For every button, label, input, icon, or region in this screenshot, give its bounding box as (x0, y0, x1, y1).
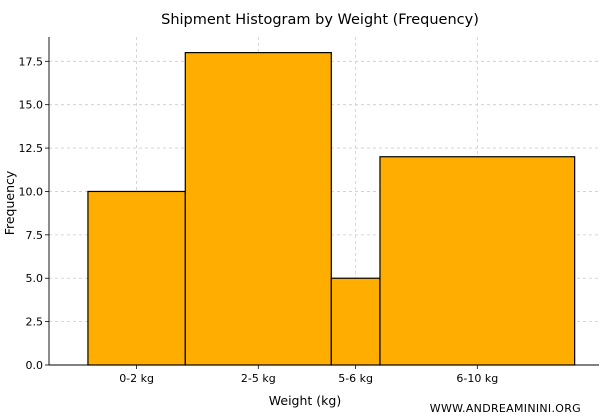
x-ticks: 0-2 kg 2-5 kg 5-6 kg 6-10 kg (119, 365, 498, 385)
x-tick-label: 6-10 kg (456, 372, 498, 385)
x-axis-label: Weight (kg) (269, 393, 341, 408)
bar-0-2-kg (87, 190, 186, 366)
y-tick-label: 10.0 (19, 185, 44, 198)
axes (48, 37, 599, 366)
x-tick-label: 0-2 kg (119, 372, 154, 385)
bar-6-10-kg (379, 156, 576, 366)
y-axis-label: Frequency (2, 170, 17, 235)
x-tick-label: 5-6 kg (338, 372, 373, 385)
bars (87, 52, 576, 366)
y-tick-label: 5.0 (26, 272, 44, 285)
bar-5-6-kg (330, 277, 381, 366)
y-tick-label: 0.0 (26, 359, 44, 372)
y-ticks: 0.0 2.5 5.0 7.5 10.0 12.5 15.0 17.5 (19, 55, 49, 372)
x-tick-label: 2-5 kg (241, 372, 276, 385)
y-tick-label: 7.5 (26, 229, 44, 242)
y-tick-label: 12.5 (19, 142, 44, 155)
bar-2-5-kg (184, 52, 332, 366)
y-tick-label: 2.5 (26, 316, 44, 329)
y-tick-label: 17.5 (19, 55, 44, 68)
chart-title: Shipment Histogram by Weight (Frequency) (161, 12, 479, 28)
y-tick-label: 15.0 (19, 99, 44, 112)
watermark: WWW.ANDREAMININI.ORG (429, 402, 581, 415)
